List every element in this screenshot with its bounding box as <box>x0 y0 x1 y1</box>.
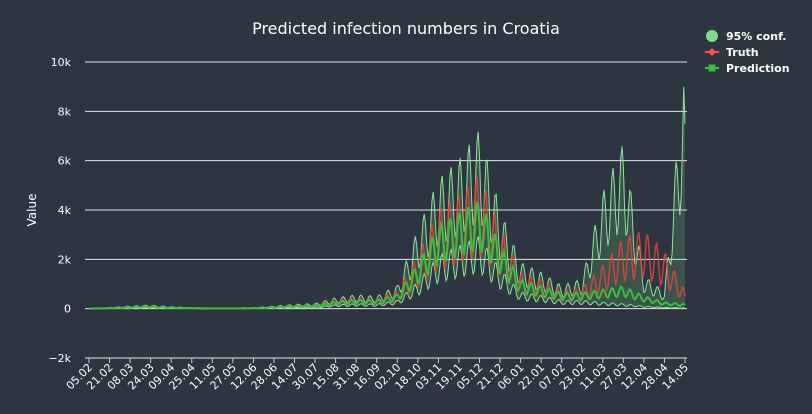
legend-item-95-conf[interactable]: 95% conf. <box>706 30 786 43</box>
y-axis-ticks: −2k 0 2k 4k 6k 8k 10k <box>48 56 71 365</box>
legend-diamond-icon <box>708 48 716 56</box>
legend-label: Truth <box>726 46 759 59</box>
legend-label: 95% conf. <box>726 30 786 43</box>
y-axis-label: Value <box>25 194 39 227</box>
legend-item-truth[interactable]: Truth <box>705 46 759 59</box>
y-tick-label: 8k <box>58 105 72 118</box>
legend-item-prediction[interactable]: Prediction <box>705 62 790 75</box>
y-tick-label: 6k <box>58 155 72 168</box>
chart-title: Predicted infection numbers in Croatia <box>252 19 560 38</box>
y-tick-label: −2k <box>48 352 71 365</box>
y-tick-label: 0 <box>64 303 71 316</box>
y-tick-label: 4k <box>58 204 72 217</box>
y-tick-label: 10k <box>51 56 72 69</box>
legend[interactable]: 95% conf. Truth Prediction <box>705 30 790 75</box>
legend-label: Prediction <box>726 62 790 75</box>
prediction-line <box>88 201 686 310</box>
confidence-band <box>89 86 685 309</box>
legend-square-icon <box>708 64 716 72</box>
y-tick-label: 2k <box>58 253 72 266</box>
plot-area <box>88 86 686 310</box>
legend-circle-icon <box>706 30 718 42</box>
